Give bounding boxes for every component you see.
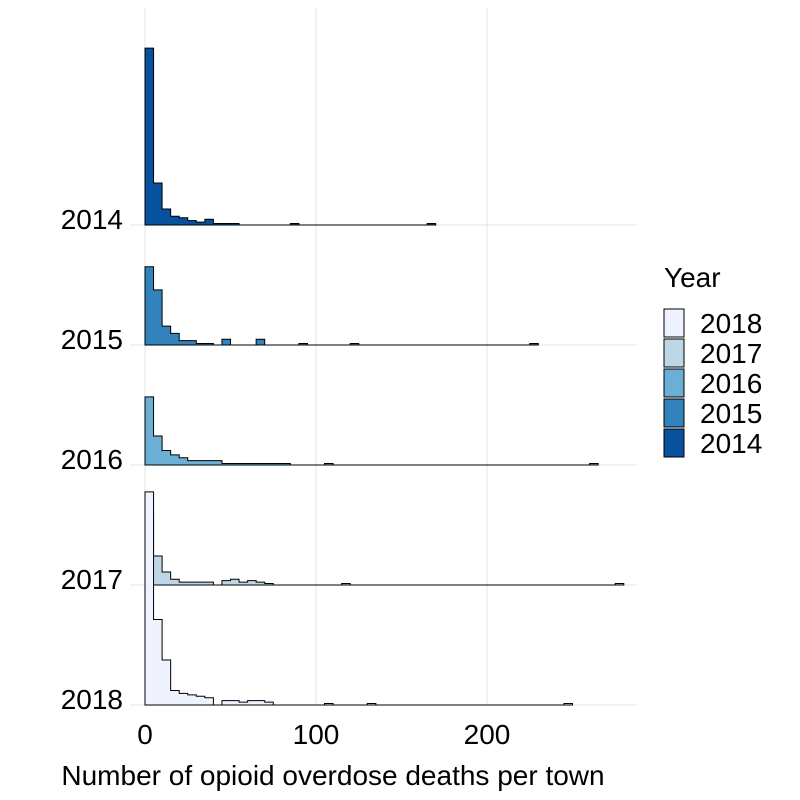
y-tick-label: 2016	[61, 444, 123, 475]
ridge-2018	[144, 491, 573, 706]
x-tick-label: 0	[137, 719, 153, 750]
ridge-2015	[144, 266, 539, 346]
ridge-area-2014	[144, 47, 437, 226]
x-axis-labels: 0 100 200	[137, 719, 510, 750]
legend-label-2016: 2016	[700, 368, 762, 399]
y-tick-label: 2014	[61, 204, 123, 235]
legend-swatch-2018	[663, 308, 685, 338]
ridge-area-2015	[144, 266, 539, 346]
ridge-2017	[144, 513, 625, 586]
legend-label-2015: 2015	[700, 398, 762, 429]
x-axis-title: Number of opioid overdose deaths per tow…	[61, 760, 604, 791]
y-tick-label: 2017	[61, 564, 123, 595]
ridge-area-2016	[144, 396, 599, 466]
legend-swatch-2017	[663, 338, 685, 368]
y-tick-label: 2018	[61, 684, 123, 715]
legend-swatch-2014	[663, 428, 685, 458]
y-axis-labels: 2014 2015 2016 2017 2018	[61, 204, 123, 715]
x-tick-label: 100	[293, 719, 340, 750]
ridge-2016	[144, 396, 599, 466]
legend-label-2018: 2018	[700, 308, 762, 339]
ridge-area-2018	[144, 491, 573, 706]
legend-swatch-2015	[663, 398, 685, 428]
legend-label-2014: 2014	[700, 428, 762, 459]
ridges	[144, 47, 625, 706]
y-tick-label: 2015	[61, 324, 123, 355]
ridge-2014	[144, 47, 437, 226]
x-tick-label: 200	[464, 719, 511, 750]
ridge-area-2017	[144, 513, 625, 586]
legend-label-2017: 2017	[700, 338, 762, 369]
gridlines	[130, 8, 637, 706]
legend-swatch-2016	[663, 368, 685, 398]
legend-title: Year	[664, 262, 721, 293]
